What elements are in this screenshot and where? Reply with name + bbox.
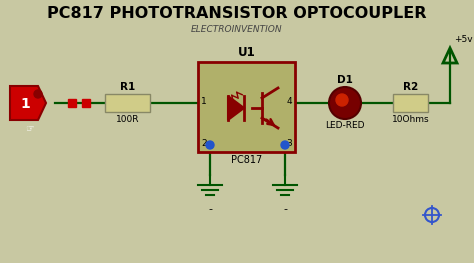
- Text: +5v: +5v: [454, 36, 473, 44]
- Circle shape: [34, 90, 42, 98]
- Text: R2: R2: [403, 82, 418, 92]
- Text: LED-RED: LED-RED: [325, 122, 365, 130]
- Text: 2: 2: [201, 139, 207, 148]
- Text: U1: U1: [237, 47, 255, 59]
- Circle shape: [206, 141, 214, 149]
- Text: 100R: 100R: [116, 114, 139, 124]
- Text: -: -: [208, 204, 212, 214]
- Polygon shape: [10, 86, 46, 120]
- Text: 4: 4: [286, 97, 292, 105]
- Text: PC817 PHOTOTRANSISTOR OPTOCOUPLER: PC817 PHOTOTRANSISTOR OPTOCOUPLER: [47, 6, 427, 21]
- Bar: [82, 99, 90, 107]
- Text: 1: 1: [201, 97, 207, 105]
- Circle shape: [336, 94, 348, 106]
- Text: R1: R1: [120, 82, 135, 92]
- Text: ELECTROINVENTION: ELECTROINVENTION: [191, 26, 283, 34]
- Text: ☞: ☞: [26, 124, 35, 134]
- Bar: [68, 99, 76, 107]
- Circle shape: [281, 141, 289, 149]
- Text: -: -: [283, 204, 287, 214]
- Circle shape: [329, 87, 361, 119]
- Bar: [198, 62, 295, 152]
- Text: D1: D1: [337, 75, 353, 85]
- Text: 1: 1: [20, 97, 30, 111]
- Bar: [393, 94, 428, 112]
- Text: 10Ohms: 10Ohms: [392, 114, 429, 124]
- Polygon shape: [228, 96, 244, 120]
- Bar: [105, 94, 150, 112]
- Text: PC817: PC817: [231, 155, 262, 165]
- Text: 3: 3: [286, 139, 292, 148]
